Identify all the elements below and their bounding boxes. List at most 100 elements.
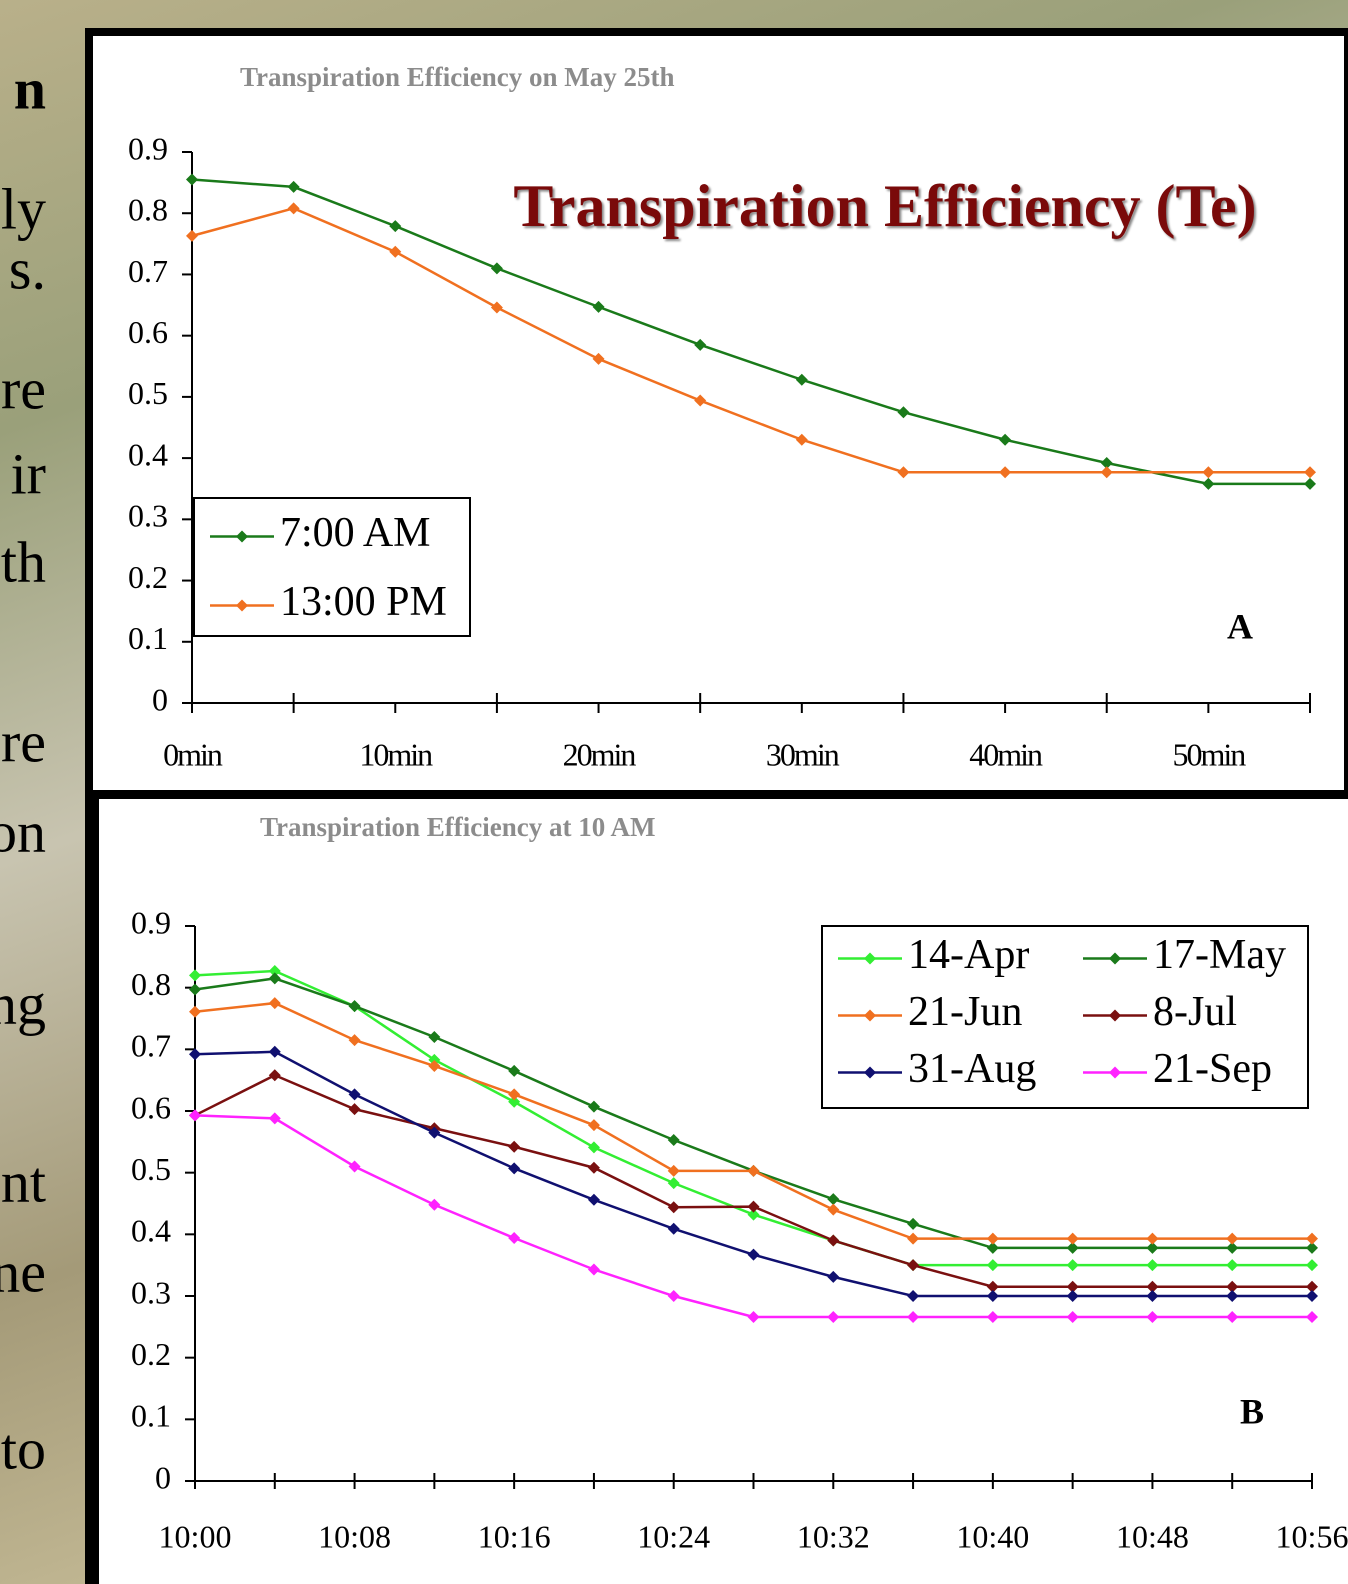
panel-label: B bbox=[1240, 1391, 1264, 1431]
data-point bbox=[587, 1263, 600, 1276]
side-text: ir bbox=[11, 441, 46, 506]
data-point bbox=[986, 1241, 999, 1254]
y-tick-label: 0.4 bbox=[128, 436, 168, 472]
data-point bbox=[827, 1203, 840, 1216]
legend-marker bbox=[1109, 1009, 1121, 1022]
data-point bbox=[490, 262, 503, 275]
data-point bbox=[694, 338, 707, 351]
x-tick-label: 10min bbox=[359, 736, 433, 772]
data-point bbox=[428, 1059, 441, 1072]
data-point bbox=[508, 1232, 521, 1245]
x-tick-label: 40min bbox=[969, 736, 1043, 772]
side-text: ly bbox=[1, 176, 46, 241]
data-point bbox=[268, 1112, 281, 1125]
data-point bbox=[186, 229, 198, 242]
data-point bbox=[667, 1177, 680, 1190]
data-point bbox=[1066, 1232, 1079, 1245]
data-point bbox=[827, 1270, 840, 1283]
y-tick-label: 0.2 bbox=[131, 1336, 171, 1372]
data-point bbox=[1146, 1290, 1159, 1302]
data-point bbox=[1066, 1290, 1079, 1302]
y-tick-label: 0.8 bbox=[131, 966, 171, 1002]
chart-title: Transpiration Efficiency on May 25th bbox=[240, 62, 675, 92]
x-tick-label: 10:00 bbox=[159, 1518, 232, 1554]
data-point bbox=[1146, 1241, 1159, 1254]
side-text: nt bbox=[1, 1149, 46, 1214]
data-point bbox=[667, 1222, 680, 1235]
y-tick-label: 0.4 bbox=[131, 1213, 171, 1249]
x-tick-label: 10:24 bbox=[637, 1518, 710, 1554]
data-point bbox=[348, 1103, 361, 1116]
data-point bbox=[587, 1141, 600, 1154]
data-point bbox=[1306, 1290, 1318, 1302]
data-point bbox=[189, 983, 201, 996]
side-text: n bbox=[14, 56, 46, 121]
x-tick-label: 10:08 bbox=[318, 1518, 391, 1554]
data-point bbox=[1202, 477, 1215, 490]
legend-box bbox=[193, 497, 471, 637]
data-point bbox=[1146, 1310, 1159, 1323]
side-text: th bbox=[1, 529, 46, 594]
y-tick-label: 0.1 bbox=[128, 620, 168, 656]
data-point bbox=[490, 301, 503, 314]
y-tick-label: 0.6 bbox=[128, 314, 168, 350]
data-point bbox=[189, 969, 201, 982]
chart-title: Transpiration Efficiency at 10 AM bbox=[260, 812, 655, 842]
data-point bbox=[1226, 1241, 1239, 1254]
data-point bbox=[1306, 1259, 1318, 1272]
data-point bbox=[986, 1280, 999, 1293]
data-point bbox=[508, 1095, 521, 1108]
data-point bbox=[587, 1193, 600, 1206]
data-point bbox=[508, 1088, 521, 1101]
panel-a bbox=[85, 28, 1348, 798]
data-point bbox=[986, 1232, 999, 1245]
data-point bbox=[1100, 466, 1113, 479]
data-point bbox=[389, 220, 402, 233]
data-point bbox=[189, 1005, 201, 1018]
data-point bbox=[508, 1162, 521, 1175]
side-text: re bbox=[1, 709, 46, 774]
data-point bbox=[795, 373, 808, 386]
data-point bbox=[287, 180, 300, 193]
legend-marker bbox=[864, 1066, 876, 1079]
data-point bbox=[1226, 1290, 1239, 1302]
data-point bbox=[1306, 1241, 1318, 1254]
legend-marker bbox=[864, 952, 876, 965]
data-point bbox=[587, 1161, 600, 1174]
data-point bbox=[907, 1217, 920, 1230]
data-point bbox=[986, 1310, 999, 1323]
x-tick-label: 10:32 bbox=[797, 1518, 870, 1554]
y-tick-label: 0.5 bbox=[128, 375, 168, 411]
data-point bbox=[189, 1048, 201, 1061]
data-point bbox=[186, 173, 198, 186]
data-point bbox=[986, 1290, 999, 1302]
data-point bbox=[747, 1164, 760, 1177]
data-point bbox=[1304, 466, 1316, 479]
data-point bbox=[1066, 1259, 1079, 1272]
data-point bbox=[348, 1160, 361, 1173]
data-point bbox=[389, 245, 402, 258]
data-point bbox=[348, 1088, 361, 1101]
side-text: on bbox=[0, 799, 46, 864]
legend-label: 14-Apr bbox=[908, 932, 1029, 978]
legend-marker bbox=[1109, 1066, 1121, 1079]
data-point bbox=[1100, 457, 1113, 470]
data-point bbox=[1146, 1232, 1159, 1245]
data-point bbox=[268, 1069, 281, 1082]
data-point bbox=[999, 433, 1012, 446]
data-point bbox=[897, 406, 910, 419]
y-tick-label: 0.2 bbox=[128, 559, 168, 595]
y-tick-label: 0.3 bbox=[131, 1274, 171, 1310]
data-point bbox=[592, 300, 605, 313]
data-point bbox=[1304, 477, 1316, 490]
data-point bbox=[667, 1164, 680, 1177]
legend-label: 31-Aug bbox=[908, 1046, 1036, 1092]
data-point bbox=[999, 466, 1012, 479]
data-point bbox=[907, 1259, 920, 1272]
legend-label: 17-May bbox=[1153, 932, 1286, 978]
legend-label: 21-Sep bbox=[1153, 1046, 1272, 1092]
data-point bbox=[897, 466, 910, 479]
data-point bbox=[268, 1045, 281, 1058]
